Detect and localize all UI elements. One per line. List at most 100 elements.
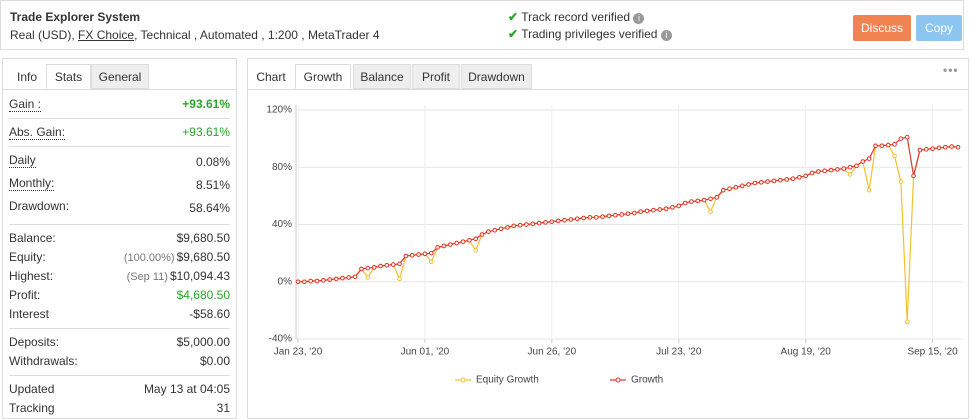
point-marker — [574, 216, 580, 222]
stat-value: $9,680.50 — [176, 231, 230, 245]
point-marker — [632, 210, 637, 216]
point-marker — [409, 252, 415, 258]
stats-group: Deposits: $5,000.00 Withdrawals: $0.00 — [9, 329, 230, 376]
point-marker — [904, 319, 910, 325]
stats-row: Updated May 13 at 04:05 — [9, 380, 230, 399]
point-marker — [670, 205, 675, 210]
x-tick-label: Sep 15, '20 — [907, 347, 958, 358]
verified-line: ✔ Trading privileges verified i — [508, 27, 672, 41]
info-icon[interactable]: i — [660, 30, 672, 41]
info-icon[interactable]: i — [633, 13, 645, 24]
point-marker — [308, 278, 313, 284]
y-tick-label: 0% — [278, 276, 293, 287]
point-marker — [816, 169, 821, 174]
point-marker — [581, 215, 586, 221]
point-marker — [714, 195, 720, 200]
point-marker — [441, 243, 447, 249]
copy-button[interactable]: Copy — [916, 15, 962, 41]
stat-value: 58.64% — [189, 201, 230, 215]
point-marker — [403, 253, 409, 259]
point-marker — [803, 173, 808, 179]
point-marker — [486, 229, 491, 234]
stat-value: -$58.60 — [189, 307, 230, 321]
stat-value-wrap: (100.00%) $9,680.50 — [124, 248, 230, 267]
point-marker — [384, 262, 390, 268]
point-marker — [435, 245, 440, 250]
point-marker — [524, 222, 529, 227]
stat-value-wrap: 0.08% — [196, 151, 230, 174]
point-marker — [619, 212, 624, 217]
point-marker — [904, 134, 910, 140]
stat-value: 31 — [216, 401, 230, 415]
x-tick-label: Jul 23, '20 — [656, 347, 702, 358]
stat-value-wrap: +93.61% — [182, 95, 230, 114]
stat-value-wrap: (Sep 11) $10,094.43 — [127, 267, 230, 286]
point-marker — [651, 207, 656, 213]
point-marker — [695, 198, 701, 204]
stat-label: Abs. Gain: — [9, 125, 66, 140]
series-line — [298, 136, 959, 283]
point-marker — [543, 220, 548, 225]
chart-panel: Chart Growth Balance Profit Drawdown ••• — [247, 58, 969, 419]
stats-group: Daily 0.08% Monthly: 8.51% Drawdown: 58.64% — [9, 147, 230, 225]
tab[interactable]: Chart — [251, 64, 291, 89]
tab[interactable]: General — [91, 64, 149, 89]
stats-row: Interest -$58.60 — [9, 305, 230, 324]
stat-label: Gain : — [9, 97, 42, 112]
discuss-button[interactable]: Discuss — [853, 15, 911, 41]
point-marker — [790, 176, 796, 181]
point-marker — [479, 232, 485, 237]
verified-line: ✔ Track record verified i — [508, 10, 645, 24]
point-marker — [593, 215, 599, 220]
tab-active[interactable]: Growth — [295, 64, 351, 89]
menu-icon[interactable]: ••• — [943, 63, 959, 77]
point-marker — [600, 214, 605, 219]
point-marker — [739, 183, 745, 189]
stats-group: Updated May 13 at 04:05 Tracking 31 — [9, 376, 230, 419]
point-marker — [460, 239, 466, 244]
point-marker — [378, 263, 383, 269]
broker-link[interactable]: FX Choice — [78, 28, 135, 42]
point-marker — [784, 177, 789, 182]
point-marker — [841, 166, 847, 171]
point-marker — [352, 274, 358, 280]
point-marker — [898, 136, 904, 141]
stat-value-wrap: 31 — [217, 399, 230, 418]
x-tick-label: Jun 01, '20 — [401, 347, 450, 358]
point-marker — [321, 278, 326, 283]
stats-group: Balance: $9,680.50 Equity: (100.00%) $9,680.… — [9, 225, 230, 329]
stats-row: Profit: $4,680.50 — [9, 286, 230, 305]
check-icon: ✔ — [508, 10, 519, 24]
point-marker — [733, 184, 739, 190]
stat-value-wrap: $9,680.50 — [177, 229, 230, 248]
stats-row: Highest: (Sep 11) $10,094.43 — [9, 267, 230, 286]
point-marker — [835, 167, 840, 172]
series-line — [298, 144, 959, 322]
tab-active[interactable]: Stats — [46, 64, 91, 89]
point-marker — [822, 168, 828, 174]
legend-marker — [460, 377, 466, 383]
point-marker — [879, 143, 885, 149]
stat-value-wrap: $4,680.50 — [177, 286, 230, 305]
tab[interactable]: Info — [9, 64, 45, 89]
stats-row: Daily 0.08% — [9, 151, 230, 174]
stat-value: +93.61% — [182, 125, 230, 139]
point-marker — [917, 147, 923, 153]
point-marker — [625, 211, 631, 217]
point-marker — [555, 218, 561, 224]
point-marker — [860, 159, 866, 164]
point-marker — [340, 275, 345, 281]
tab[interactable]: Profit — [412, 64, 460, 89]
account: Real (USD), — [10, 28, 75, 42]
point-marker — [892, 153, 897, 159]
tab[interactable]: Balance — [353, 64, 411, 89]
stat-value-wrap: $5,000.00 — [177, 333, 230, 352]
tab[interactable]: Drawdown — [461, 64, 532, 89]
point-marker — [333, 276, 339, 282]
stat-label: Monthly: — [9, 176, 55, 191]
stat-label: Interest — [9, 307, 50, 321]
point-marker — [562, 217, 567, 223]
point-marker — [346, 275, 352, 280]
